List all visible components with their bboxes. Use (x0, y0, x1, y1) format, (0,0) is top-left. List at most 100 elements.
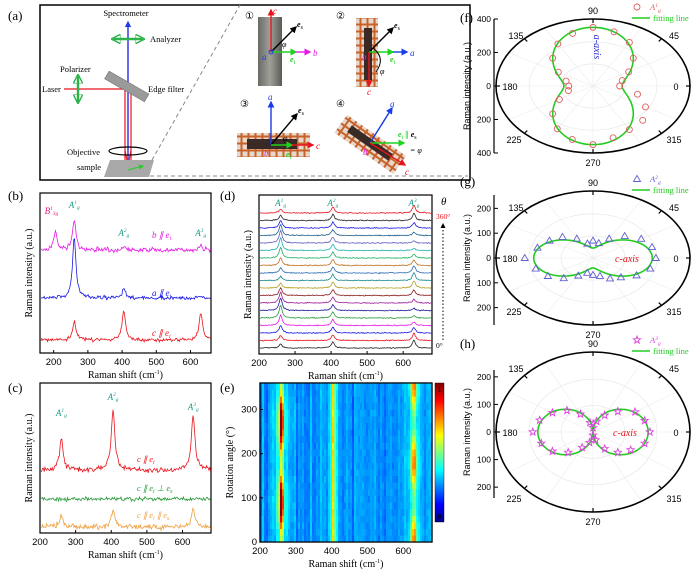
heatmap-cell (376, 489, 379, 496)
x-tick-label: 200 (32, 537, 48, 548)
heatmap-cell (354, 442, 357, 450)
heatmap-cell (266, 522, 269, 530)
heatmap-cell (330, 528, 333, 536)
heatmap-cell (398, 489, 401, 496)
heatmap-cell (274, 475, 277, 483)
heatmap-cell (386, 489, 389, 496)
heatmap-cell (388, 462, 391, 470)
x-tick-label: 600 (395, 358, 411, 369)
heatmap-cell (312, 475, 315, 483)
heatmap-cell (306, 383, 309, 390)
panel-label-h: (h) (460, 336, 475, 351)
heatmap-cell (298, 389, 301, 397)
heatmap-cell (392, 455, 395, 463)
panel-label-f: (f) (460, 10, 473, 25)
heatmap-cell (288, 475, 291, 483)
heatmap-cell (352, 429, 355, 437)
heatmap-cell (404, 455, 407, 463)
heatmap-cell (384, 389, 387, 397)
heatmap-cell (392, 383, 395, 390)
heatmap-cell (386, 469, 389, 477)
heatmap-cell (344, 502, 347, 510)
heatmap-cell (262, 508, 265, 516)
heatmap-cell (276, 475, 279, 483)
heatmap-cell (368, 482, 371, 490)
heatmap-cell (384, 508, 387, 516)
r-tick-label: 200 (477, 372, 491, 382)
heatmap-cell (380, 422, 383, 430)
x-tick-label: 500 (360, 546, 376, 557)
heatmap-cell (274, 522, 277, 530)
heatmap-cell (268, 383, 271, 390)
spectrum-80deg (259, 304, 432, 320)
heatmap-cell (306, 508, 309, 516)
heatmap-cell (388, 389, 391, 397)
r-tick-label: 200 (477, 303, 491, 313)
heatmap-cell (398, 402, 401, 410)
heatmap-cell (384, 535, 387, 543)
heatmap-cell (294, 455, 297, 463)
heatmap-cell (388, 535, 391, 543)
heatmap-cell (276, 402, 279, 410)
heatmap-cell (428, 469, 431, 477)
heatmap-cell (270, 495, 273, 503)
heatmap-cell (312, 409, 315, 417)
heatmap-cell (324, 383, 327, 390)
mode-superscript: 1 (61, 408, 64, 414)
axis-label: b (313, 48, 318, 58)
heatmap-cell (396, 535, 399, 543)
heatmap-cell (414, 436, 417, 443)
heatmap-cell (300, 502, 303, 510)
heatmap-cell (308, 416, 311, 424)
heatmap-cell (362, 475, 365, 483)
heatmap-cell (416, 449, 419, 457)
heatmap-cell (400, 508, 403, 516)
heatmap-cell (346, 482, 349, 490)
heatmap-cell (374, 429, 377, 437)
heatmap-cell (330, 502, 333, 510)
heatmap-cell (284, 482, 287, 490)
heatmap-cell (338, 389, 341, 397)
heatmap-cell (418, 383, 421, 390)
heatmap-cell (430, 469, 433, 477)
heatmap-cell (284, 436, 287, 443)
heatmap-cell (348, 383, 351, 390)
heatmap-cell (318, 469, 321, 477)
heatmap-cell (310, 522, 313, 530)
heatmap-cell (380, 396, 383, 404)
heatmap-cell (378, 409, 381, 417)
heatmap-cell (378, 469, 381, 477)
heatmap-cell (292, 429, 295, 437)
es-arrow (270, 26, 297, 53)
heatmap-cell (356, 455, 359, 463)
heatmap-cell (372, 455, 375, 463)
heatmap-cell (366, 522, 369, 530)
heatmap-cell (344, 383, 347, 390)
heatmap-cell (266, 489, 269, 496)
heatmap-cell (368, 455, 371, 463)
heatmap-cell (300, 528, 303, 536)
heatmap-cell (352, 383, 355, 390)
heatmap-cell (424, 482, 427, 490)
heatmap-cell (348, 409, 351, 417)
heatmap-cell (316, 528, 319, 536)
heatmap-cell (392, 515, 395, 523)
heatmap-cell (330, 429, 333, 437)
heatmap-cell (374, 515, 377, 523)
heatmap-cell (326, 442, 329, 450)
vector-subscript: s (301, 25, 304, 31)
heatmap-cell (268, 515, 271, 523)
heatmap-cell (380, 449, 383, 457)
heatmap-cell (272, 389, 275, 397)
heatmap-cell (374, 482, 377, 490)
heatmap-cell (280, 402, 283, 410)
heatmap-cell (290, 522, 293, 530)
heatmap-cell (312, 515, 315, 523)
heatmap-cell (390, 482, 393, 490)
heatmap-cell (418, 402, 421, 410)
heatmap-cell (346, 436, 349, 443)
mode-subscript: g (77, 205, 80, 211)
heatmap-cell (404, 535, 407, 543)
heatmap-cell (296, 528, 299, 536)
heatmap-cell (298, 383, 301, 390)
